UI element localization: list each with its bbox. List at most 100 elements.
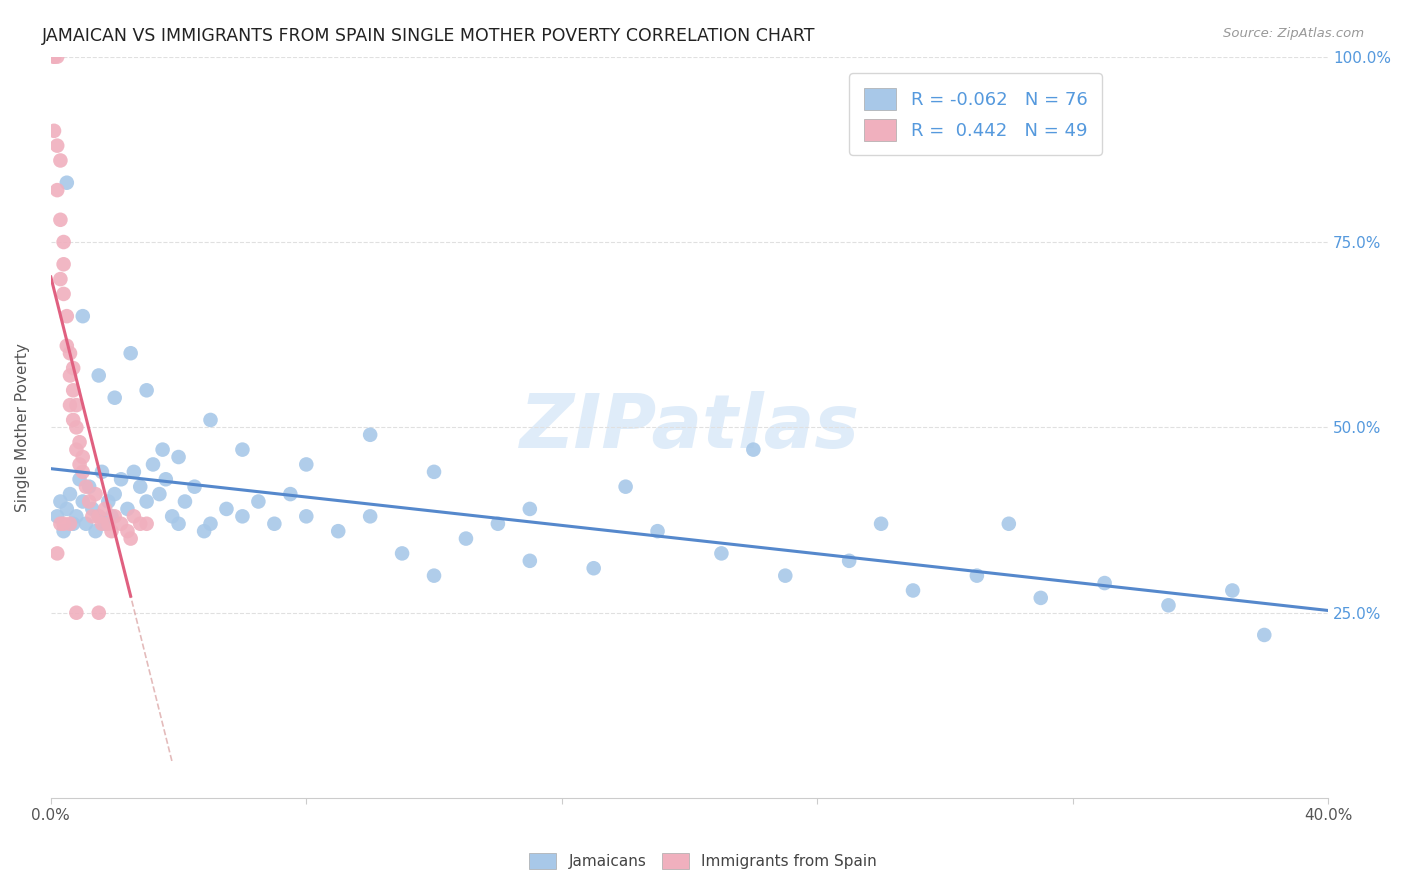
Point <box>56 176 79 190</box>
Point <box>148 487 170 501</box>
Point <box>90 465 112 479</box>
Point <box>160 509 183 524</box>
Point <box>142 458 165 472</box>
Point <box>87 509 110 524</box>
Y-axis label: Single Mother Poverty: Single Mother Poverty <box>15 343 30 512</box>
Point <box>52 524 75 538</box>
Point <box>901 583 924 598</box>
Point <box>391 546 413 560</box>
Point <box>167 450 190 464</box>
Point <box>77 494 100 508</box>
Point <box>129 516 152 531</box>
Point <box>454 532 477 546</box>
Point <box>52 257 75 271</box>
Point <box>42 124 65 138</box>
Point <box>120 346 142 360</box>
Point <box>423 568 446 582</box>
Point <box>46 183 69 197</box>
Point <box>231 509 253 524</box>
Point <box>72 465 94 479</box>
Point <box>59 487 82 501</box>
Point <box>122 509 145 524</box>
Point <box>263 516 285 531</box>
Point <box>65 606 87 620</box>
Point <box>72 309 94 323</box>
Point <box>69 458 91 472</box>
Point <box>295 509 318 524</box>
Point <box>59 398 82 412</box>
Point <box>42 50 65 64</box>
Point <box>59 346 82 360</box>
Point <box>1253 628 1275 642</box>
Legend: R = -0.062   N = 76, R =  0.442   N = 49: R = -0.062 N = 76, R = 0.442 N = 49 <box>849 73 1102 155</box>
Point <box>135 516 157 531</box>
Point <box>72 450 94 464</box>
Point <box>49 272 72 286</box>
Point <box>582 561 605 575</box>
Point <box>46 509 69 524</box>
Point <box>100 509 122 524</box>
Point <box>49 212 72 227</box>
Point <box>62 413 84 427</box>
Point <box>104 391 127 405</box>
Point <box>215 502 238 516</box>
Point <box>519 502 541 516</box>
Point <box>75 516 97 531</box>
Point <box>65 442 87 457</box>
Point <box>200 413 222 427</box>
Point <box>87 368 110 383</box>
Point <box>65 509 87 524</box>
Point <box>59 516 82 531</box>
Point <box>966 568 988 582</box>
Point <box>77 480 100 494</box>
Point <box>1220 583 1243 598</box>
Point <box>1157 599 1180 613</box>
Point <box>94 502 117 516</box>
Point <box>56 339 79 353</box>
Point <box>56 502 79 516</box>
Point <box>90 516 112 531</box>
Point <box>56 309 79 323</box>
Point <box>72 494 94 508</box>
Point <box>69 472 91 486</box>
Point <box>59 368 82 383</box>
Point <box>49 494 72 508</box>
Point <box>742 442 765 457</box>
Point <box>49 516 72 531</box>
Point <box>110 472 132 486</box>
Point <box>647 524 669 538</box>
Point <box>84 487 107 501</box>
Point <box>998 516 1021 531</box>
Point <box>46 546 69 560</box>
Point <box>278 487 301 501</box>
Point <box>174 494 197 508</box>
Point <box>117 524 139 538</box>
Point <box>1029 591 1052 605</box>
Point <box>46 50 69 64</box>
Point <box>110 516 132 531</box>
Point <box>1094 576 1116 591</box>
Point <box>870 516 893 531</box>
Point <box>69 435 91 450</box>
Point <box>135 384 157 398</box>
Text: ZIPatlas: ZIPatlas <box>519 391 859 464</box>
Point <box>42 50 65 64</box>
Point <box>97 516 120 531</box>
Point <box>75 480 97 494</box>
Point <box>52 287 75 301</box>
Point <box>49 153 72 168</box>
Point <box>65 398 87 412</box>
Point <box>295 458 318 472</box>
Point <box>82 509 104 524</box>
Point <box>65 420 87 434</box>
Point <box>82 502 104 516</box>
Point <box>84 524 107 538</box>
Point <box>104 487 127 501</box>
Point <box>200 516 222 531</box>
Point <box>52 516 75 531</box>
Point <box>135 494 157 508</box>
Point <box>614 480 637 494</box>
Point <box>87 509 110 524</box>
Point <box>519 554 541 568</box>
Point <box>52 235 75 249</box>
